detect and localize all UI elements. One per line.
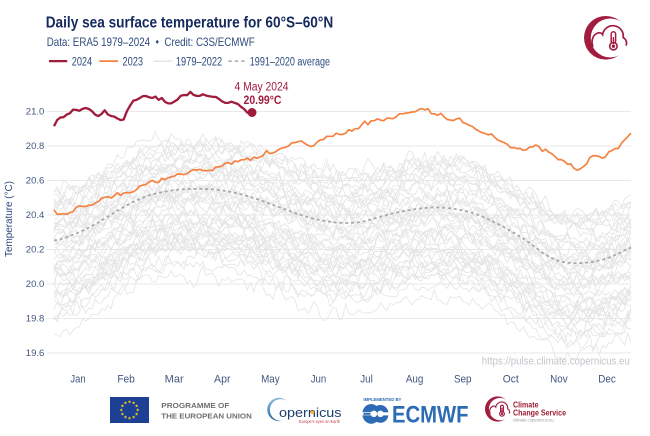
svg-text:May: May <box>261 373 280 385</box>
svg-text:ECMWF: ECMWF <box>392 402 469 429</box>
svg-text:1991–2020 average: 1991–2020 average <box>250 56 330 68</box>
svg-text:Mar: Mar <box>165 373 184 385</box>
svg-text:Aug: Aug <box>406 373 424 385</box>
svg-text:4 May 2024: 4 May 2024 <box>235 82 290 94</box>
svg-text:1979–2022: 1979–2022 <box>176 56 222 68</box>
svg-text:Nov: Nov <box>550 373 568 385</box>
svg-text:PROGRAMME OF: PROGRAMME OF <box>161 401 229 410</box>
svg-text:21.0: 21.0 <box>26 106 45 117</box>
svg-text:20.8: 20.8 <box>26 141 45 152</box>
svg-text:Data: ERA5 1979–2024 • Credi: Data: ERA5 1979–2024 • Credit: C3S/ECMWF <box>47 35 255 49</box>
svg-text:Feb: Feb <box>117 373 135 385</box>
svg-text:Daily sea surface temperature: Daily sea surface temperature for 60°S–6… <box>46 15 334 32</box>
svg-text:Apr: Apr <box>214 373 231 385</box>
svg-text:Temperature (°C): Temperature (°C) <box>3 181 15 257</box>
svg-text:Jun: Jun <box>311 373 327 385</box>
svg-text:2024: 2024 <box>72 56 93 68</box>
svg-text:20.2: 20.2 <box>26 244 45 255</box>
svg-text:Jul: Jul <box>360 373 373 385</box>
svg-text:IMPLEMENTED BY: IMPLEMENTED BY <box>363 397 402 403</box>
svg-text:2023: 2023 <box>123 56 144 68</box>
svg-text:Climate: Climate <box>513 399 539 409</box>
svg-text:20.99°C: 20.99°C <box>244 93 282 107</box>
svg-text:19.8: 19.8 <box>26 313 45 324</box>
svg-text:Change Service: Change Service <box>513 407 566 417</box>
svg-text:20.6: 20.6 <box>26 175 45 186</box>
svg-text:20.0: 20.0 <box>26 279 45 290</box>
svg-text:THE EUROPEAN UNION: THE EUROPEAN UNION <box>161 412 252 421</box>
svg-text:20.4: 20.4 <box>26 210 45 221</box>
svg-text:climate.copernicus.eu: climate.copernicus.eu <box>513 418 554 423</box>
svg-text:Dec: Dec <box>598 373 616 385</box>
svg-text:Europe's eyes on Earth: Europe's eyes on Earth <box>299 419 340 424</box>
svg-text:Oct: Oct <box>503 373 519 385</box>
svg-text:opernicus: opernicus <box>279 405 342 420</box>
svg-text:Sep: Sep <box>454 373 472 385</box>
svg-text:19.6: 19.6 <box>26 348 45 359</box>
svg-text:https://pulse.climate.copernic: https://pulse.climate.copernicus.eu <box>482 356 630 368</box>
svg-text:Jan: Jan <box>70 373 85 385</box>
